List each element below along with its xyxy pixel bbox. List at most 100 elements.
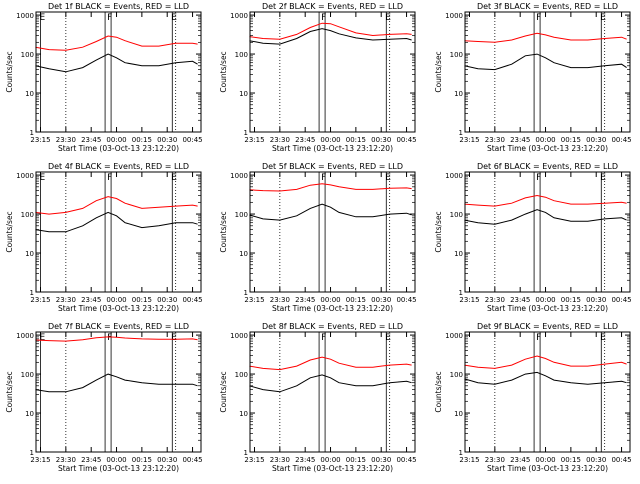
x-tick-label: 23:30 <box>56 456 76 464</box>
y-tick-label: 10 <box>25 250 34 258</box>
y-tick-label: 1000 <box>16 172 34 180</box>
y-tick-label: 1 <box>30 289 34 297</box>
x-tick-label: 23:30 <box>56 136 76 144</box>
y-tick-label: 1000 <box>16 12 34 20</box>
x-tick-label: 23:45 <box>81 136 101 144</box>
x-axis-label: Start Time (03-Oct-13 23:12:20) <box>58 464 179 473</box>
y-tick-label: 100 <box>450 371 463 379</box>
y-tick-label: 1 <box>459 449 463 457</box>
plot-frame <box>249 171 416 293</box>
series-line-1 <box>464 355 627 369</box>
y-tick-label: 10 <box>239 90 248 98</box>
chart-panel-9: Det 9f BLACK = Events, RED = LLD F E 1 10 100… <box>434 322 632 473</box>
marker-label: F <box>107 333 112 343</box>
x-tick-label: 23:30 <box>485 456 505 464</box>
marker-label: E <box>40 333 46 343</box>
plot-frame <box>464 11 631 133</box>
x-tick-label: 00:45 <box>396 296 416 304</box>
marker-label: F <box>321 173 326 183</box>
x-tick-label: 23:15 <box>459 136 479 144</box>
x-tick-label: 00:30 <box>586 136 606 144</box>
x-tick-label: 00:15 <box>561 296 581 304</box>
y-tick-label: 10 <box>25 410 34 418</box>
chart-title: Det 9f BLACK = Events, RED = LLD <box>477 322 618 331</box>
plot-frame <box>249 11 416 133</box>
series-line-1 <box>249 356 412 371</box>
x-tick-label: 00:45 <box>611 456 631 464</box>
y-axis-label: Counts/sec <box>434 211 443 252</box>
y-tick-label: 100 <box>21 371 34 379</box>
x-tick-label: 23:45 <box>510 456 530 464</box>
x-tick-label: 00:45 <box>182 296 202 304</box>
x-tick-label: 00:00 <box>320 136 340 144</box>
marker-label: E <box>40 13 46 23</box>
x-tick-label: 23:45 <box>510 136 530 144</box>
x-tick-label: 00:15 <box>132 296 152 304</box>
x-tick-label: 00:45 <box>396 456 416 464</box>
y-axis-label: Counts/sec <box>5 51 14 92</box>
x-tick-label: 00:00 <box>320 296 340 304</box>
y-tick-label: 1 <box>244 449 248 457</box>
chart-title: Det 8f BLACK = Events, RED = LLD <box>262 322 403 331</box>
x-tick-label: 00:15 <box>346 296 366 304</box>
x-tick-label: 23:30 <box>56 296 76 304</box>
x-tick-label: 00:00 <box>106 456 126 464</box>
x-tick-label: 23:45 <box>81 296 101 304</box>
x-axis-label: Start Time (03-Oct-13 23:12:20) <box>487 464 608 473</box>
y-tick-label: 1000 <box>445 172 463 180</box>
x-tick-label: 23:30 <box>270 296 290 304</box>
series-line-2 <box>249 28 412 45</box>
x-tick-label: 23:30 <box>485 136 505 144</box>
y-tick-label: 1 <box>244 129 248 137</box>
series-line-1 <box>464 194 627 207</box>
chart-panel-2: Det 2f BLACK = Events, RED = LLD F E 1 10 100… <box>219 2 417 153</box>
x-tick-label: 00:00 <box>535 136 555 144</box>
x-tick-label: 00:30 <box>371 296 391 304</box>
chart-title: Det 3f BLACK = Events, RED = LLD <box>477 2 618 11</box>
y-tick-label: 100 <box>235 211 248 219</box>
x-axis-label: Start Time (03-Oct-13 23:12:20) <box>272 304 393 313</box>
x-tick-label: 00:45 <box>182 456 202 464</box>
x-axis-label: Start Time (03-Oct-13 23:12:20) <box>58 304 179 313</box>
x-tick-label: 23:15 <box>30 136 50 144</box>
chart-title: Det 2f BLACK = Events, RED = LLD <box>262 2 403 11</box>
marker-label: E <box>600 173 606 183</box>
x-tick-label: 00:15 <box>561 136 581 144</box>
y-tick-label: 1000 <box>230 332 248 340</box>
y-tick-label: 10 <box>454 250 463 258</box>
y-tick-label: 100 <box>21 51 34 59</box>
series-line-1 <box>35 35 198 51</box>
plot-frame <box>35 171 202 293</box>
y-tick-label: 1000 <box>16 332 34 340</box>
y-axis-label: Counts/sec <box>219 211 228 252</box>
y-tick-label: 1000 <box>445 332 463 340</box>
y-axis-label: Counts/sec <box>434 51 443 92</box>
plot-frame <box>35 331 202 453</box>
chart-title: Det 6f BLACK = Events, RED = LLD <box>477 162 618 171</box>
y-tick-label: 1 <box>459 289 463 297</box>
marker-label: F <box>107 173 112 183</box>
x-tick-label: 23:15 <box>459 296 479 304</box>
x-tick-label: 23:15 <box>244 136 264 144</box>
x-tick-label: 23:15 <box>244 296 264 304</box>
y-tick-label: 100 <box>235 371 248 379</box>
x-tick-label: 00:00 <box>106 136 126 144</box>
marker-label: F <box>536 13 541 23</box>
y-tick-label: 1000 <box>445 12 463 20</box>
x-tick-label: 23:45 <box>295 296 315 304</box>
x-axis-label: Start Time (03-Oct-13 23:12:20) <box>272 464 393 473</box>
x-axis-label: Start Time (03-Oct-13 23:12:20) <box>487 304 608 313</box>
series-line-1 <box>464 32 627 43</box>
x-tick-label: 00:00 <box>535 296 555 304</box>
y-tick-label: 10 <box>239 250 248 258</box>
x-tick-label: 00:30 <box>157 136 177 144</box>
x-tick-label: 00:00 <box>535 456 555 464</box>
series-line-2 <box>464 371 627 385</box>
plot-frame <box>249 331 416 453</box>
marker-label: E <box>385 333 391 343</box>
marker-label: E <box>171 13 177 23</box>
x-axis-label: Start Time (03-Oct-13 23:12:20) <box>58 144 179 153</box>
series-line-2 <box>464 209 627 225</box>
